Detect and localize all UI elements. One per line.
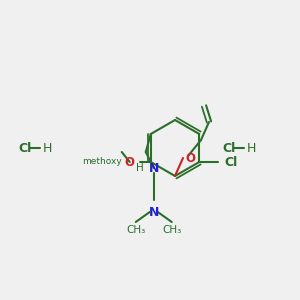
Text: Cl: Cl <box>18 142 31 154</box>
Text: N: N <box>148 161 159 175</box>
Text: H: H <box>136 163 144 173</box>
Text: CH₃: CH₃ <box>162 225 182 235</box>
Text: H: H <box>43 142 52 154</box>
Text: CH₃: CH₃ <box>126 225 146 235</box>
Text: Cl: Cl <box>222 142 235 154</box>
Text: methoxy: methoxy <box>82 158 122 166</box>
Text: N: N <box>148 206 159 219</box>
Text: O: O <box>185 152 195 166</box>
Text: Cl: Cl <box>224 155 238 169</box>
Text: O: O <box>125 155 135 169</box>
Text: H: H <box>247 142 256 154</box>
